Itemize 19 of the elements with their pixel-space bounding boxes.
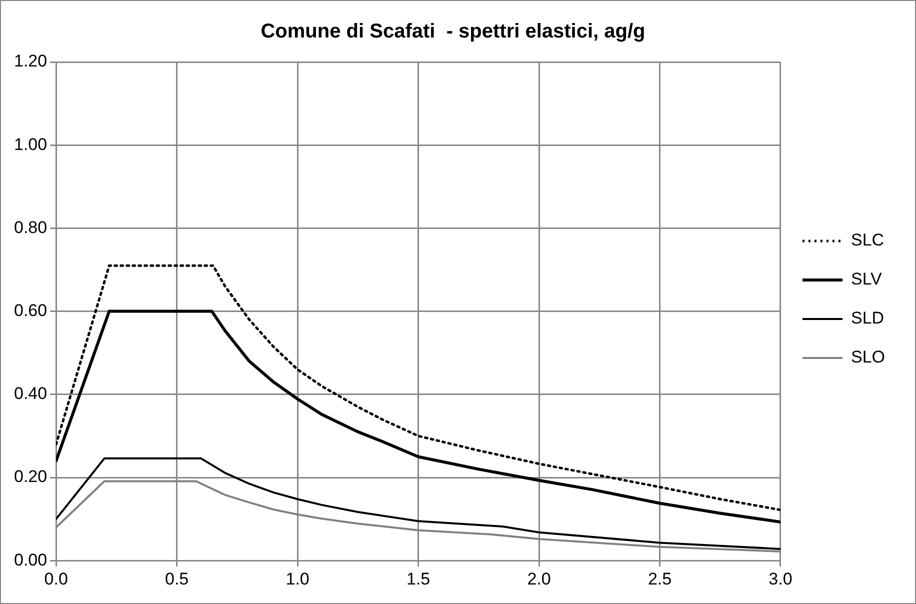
x-tick-label: 0.5 — [165, 569, 189, 588]
y-tick-label: 0.60 — [14, 300, 48, 320]
x-tick-label: 3.0 — [768, 569, 792, 588]
legend-label: SLV — [850, 270, 883, 289]
legend-label: SLD — [850, 308, 884, 328]
y-tick-label: 0.00 — [14, 550, 48, 570]
x-tick-label: 1.0 — [286, 569, 310, 588]
y-tick-label: 0.80 — [14, 218, 48, 237]
x-tick-label: 2.5 — [648, 569, 672, 588]
x-tick-label: 2.0 — [527, 569, 551, 588]
legend-label: SLO — [850, 348, 886, 367]
y-tick-label: 0.20 — [14, 467, 48, 486]
x-tick-label: 1.5 — [406, 569, 430, 588]
y-tick-label: 1.20 — [14, 52, 48, 71]
y-tick-label: 0.40 — [14, 384, 48, 404]
legend-label: SLC — [850, 230, 884, 250]
y-tick-label: 1.00 — [14, 134, 48, 154]
x-tick-label: 0.0 — [44, 569, 68, 588]
chart-title: Comune di Scafati - spettri elastici, ag/g — [260, 20, 646, 43]
